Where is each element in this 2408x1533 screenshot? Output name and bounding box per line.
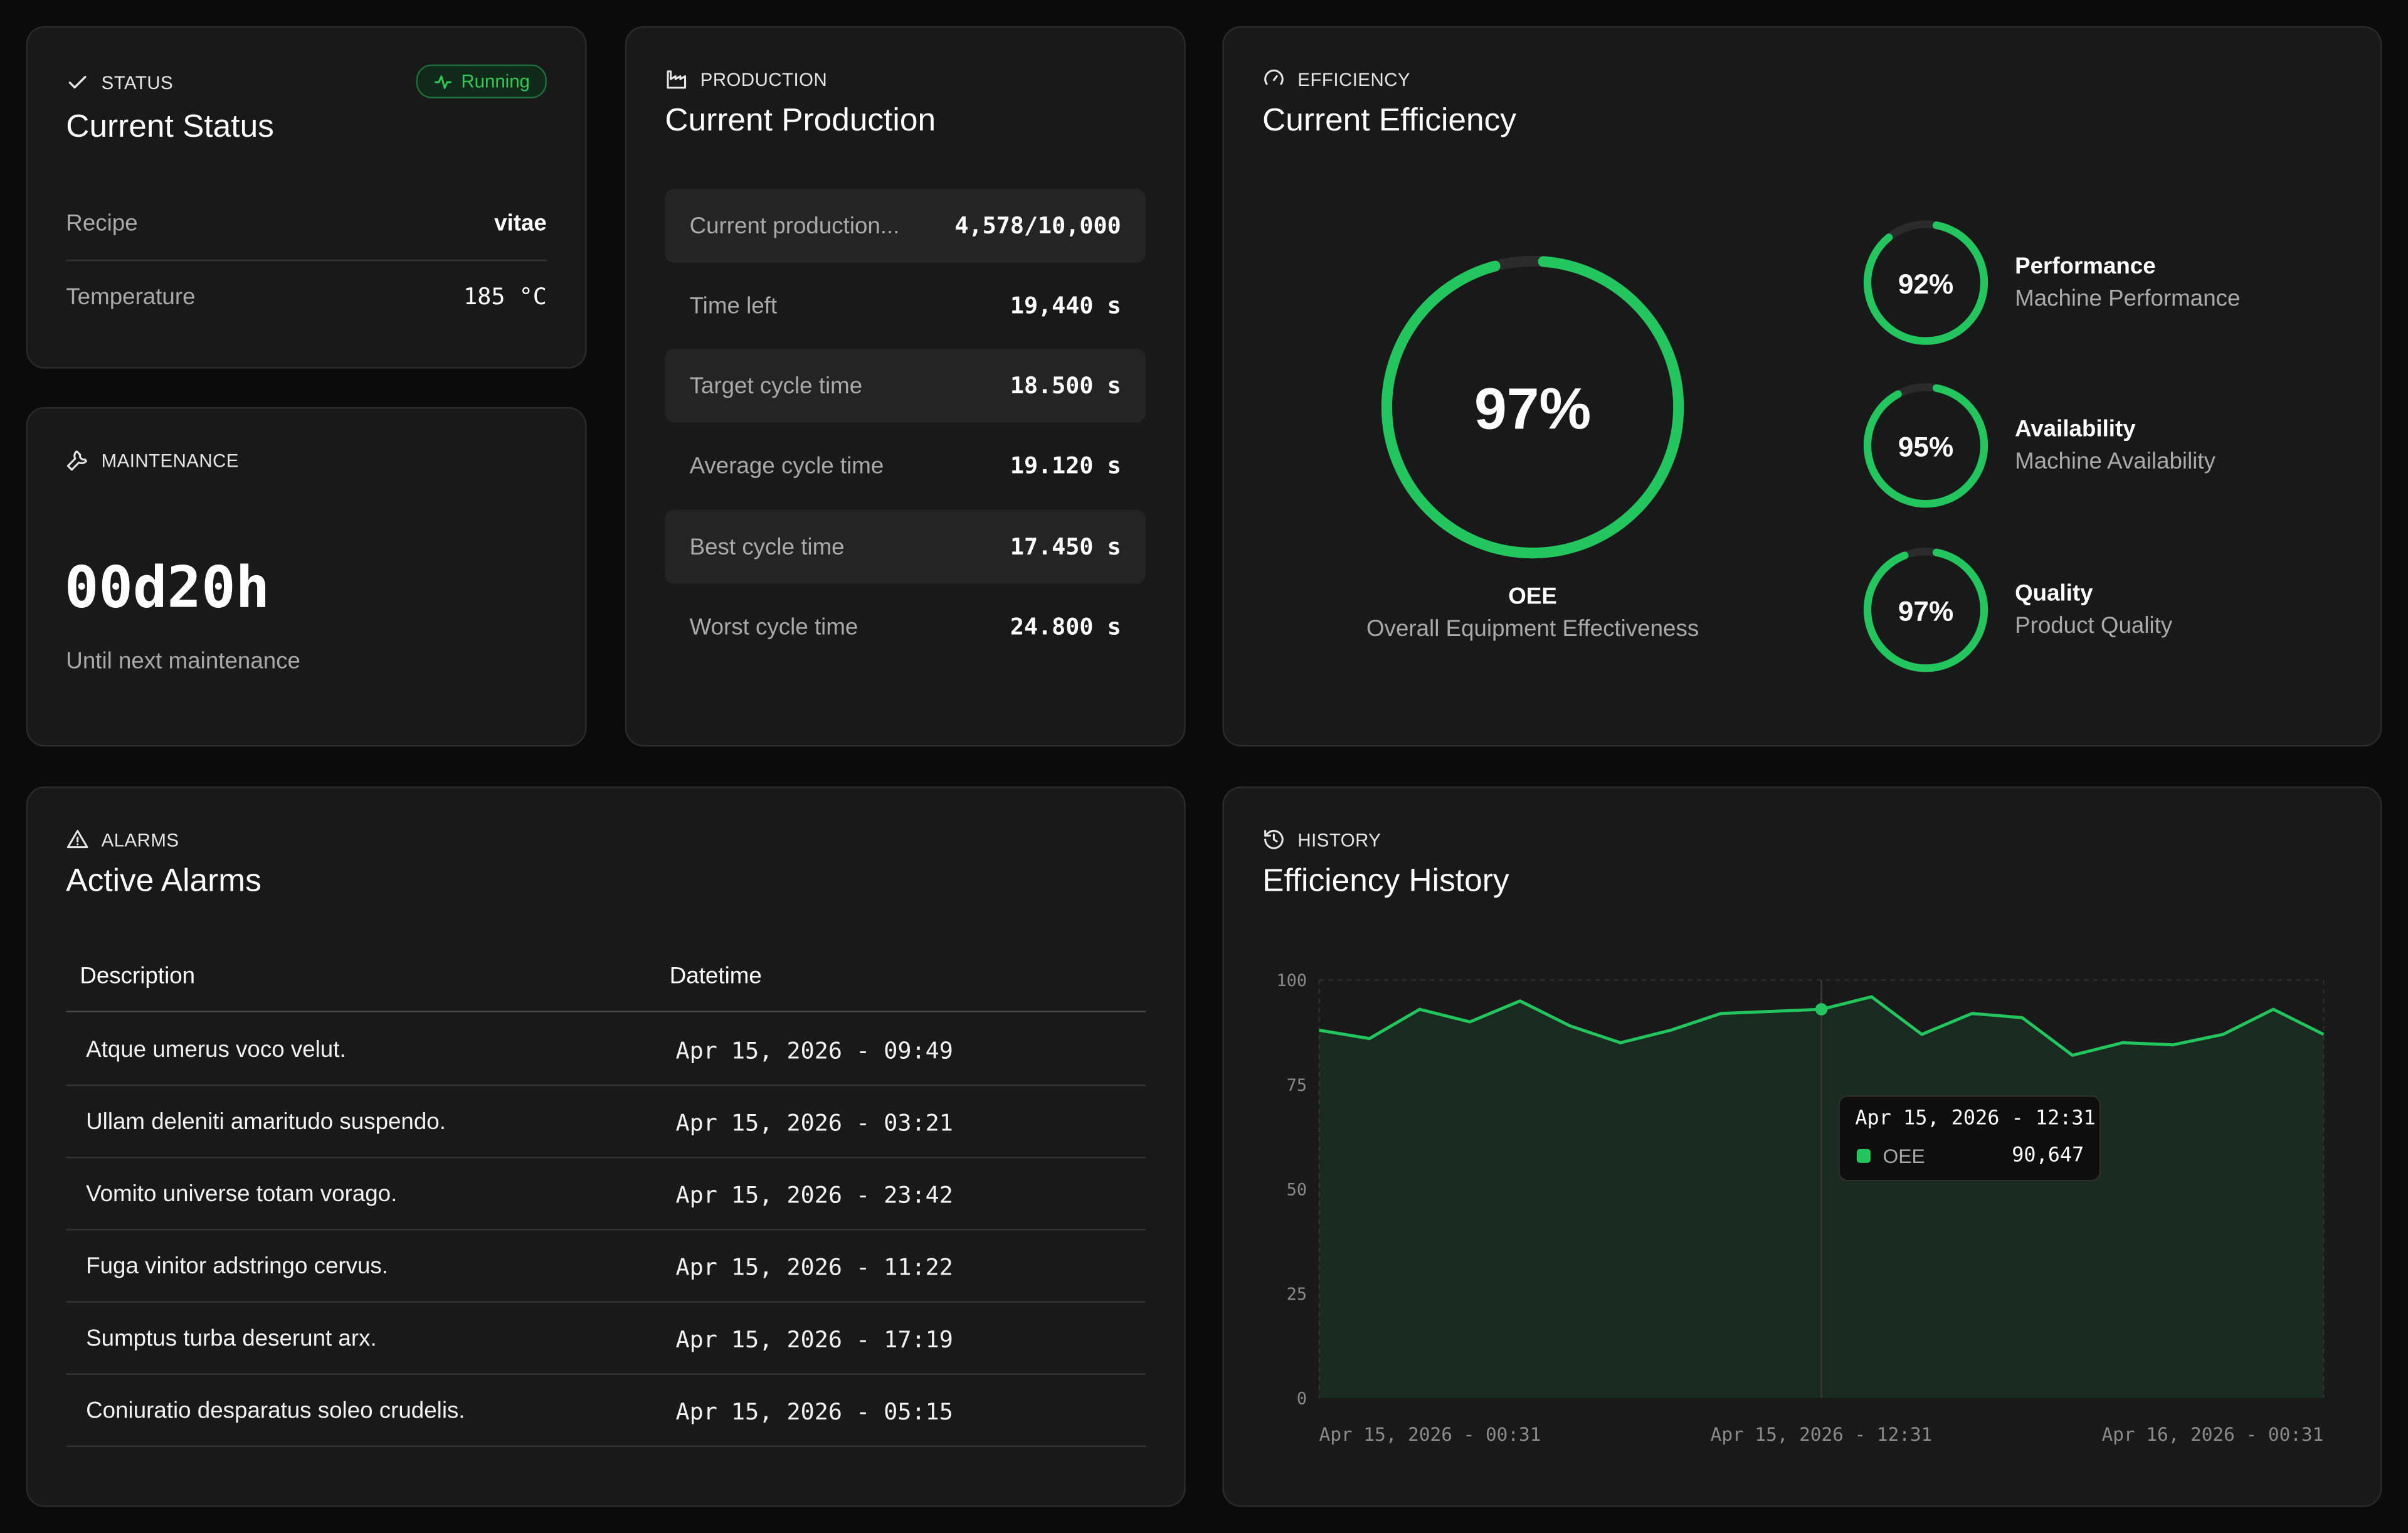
hover-point — [1815, 1003, 1828, 1016]
alarms-title: Active Alarms — [66, 863, 261, 899]
efficiency-title: Current Efficiency — [1262, 103, 1517, 139]
alarms-card: ALARMS Active Alarms Description Datetim… — [26, 786, 1186, 1507]
performance-label: Performance — [2015, 253, 2156, 280]
factory-icon — [667, 70, 687, 89]
check-icon — [68, 75, 87, 89]
chart-tooltip: Apr 15, 2026 - 12:31 OEE 90,647 — [1838, 1095, 2101, 1182]
availability-gauge-arc — [1863, 383, 1988, 508]
quality-value: 97% — [1898, 596, 1953, 627]
tooltip-series: OEE — [1883, 1144, 1925, 1168]
metric-performance: 92% Performance Machine Performance — [1861, 218, 2353, 347]
production-kicker: PRODUCTION — [665, 68, 827, 91]
production-row: Worst cycle time 24.800 s — [689, 613, 1121, 641]
tooltip-date: Apr 15, 2026 - 12:31 — [1855, 1107, 2096, 1131]
availability-value: 95% — [1898, 432, 1953, 462]
history-kicker: HISTORY — [1262, 828, 1381, 851]
y-tick-label: 25 — [1287, 1285, 1307, 1304]
table-row[interactable]: Vomito universe totam vorago. Apr 15, 202… — [66, 1157, 1146, 1231]
recipe-row: Recipe vitae — [66, 210, 547, 237]
maintenance-kicker: MAINTENANCE — [66, 448, 239, 472]
maintenance-countdown: 00d20h — [64, 554, 270, 621]
x-tick-label: Apr 16, 2026 - 00:31 — [2102, 1424, 2324, 1445]
table-row[interactable]: Fuga vinitor adstringo cervus. Apr 15, 20… — [66, 1229, 1146, 1303]
y-tick-label: 100 — [1276, 971, 1307, 990]
efficiency-kicker: EFFICIENCY — [1262, 68, 1410, 91]
production-card: PRODUCTION Current Production Current pr… — [625, 26, 1186, 747]
availability-label: Availability — [2015, 416, 2136, 443]
oee-sublabel: Overall Equipment Effectiveness — [1366, 616, 1699, 642]
production-row: Current production... 4,578/10,000 — [665, 189, 1146, 263]
activity-icon — [435, 75, 452, 88]
metric-quality: 97% Quality Product Quality — [1861, 545, 2353, 674]
oee-gauge: 97% — [1381, 255, 1684, 559]
table-row[interactable]: Ullam deleniti amaritudo suspendo. Apr 15… — [66, 1085, 1146, 1159]
efficiency-card: EFFICIENCY Current Efficiency 97% OEE Ov… — [1222, 26, 2382, 747]
alarms-kicker: ALARMS — [66, 828, 179, 851]
performance-gauge: 92% — [1863, 220, 1988, 345]
performance-sublabel: Machine Performance — [2015, 285, 2241, 312]
table-row[interactable]: Coniuratio desparatus soleo crudelis. Apr… — [66, 1373, 1146, 1447]
column-header-description[interactable]: Description — [80, 963, 196, 990]
maintenance-card: MAINTENANCE 00d20h Until next maintenanc… — [26, 406, 587, 747]
production-row: Time left 19,440 s — [689, 292, 1121, 320]
warning-icon — [66, 830, 88, 849]
maintenance-caption: Until next maintenance — [66, 648, 301, 675]
performance-gauge-arc — [1863, 220, 1988, 345]
status-title: Current Status — [66, 109, 274, 145]
history-title: Efficiency History — [1262, 863, 1509, 899]
x-tick-label: Apr 15, 2026 - 12:31 — [1711, 1424, 1933, 1445]
quality-label: Quality — [2015, 580, 2093, 607]
oee-label: OEE — [1508, 583, 1557, 610]
performance-value: 92% — [1898, 269, 1953, 300]
metric-availability: 95% Availability Machine Availability — [1861, 381, 2353, 510]
table-header-divider — [66, 1011, 1146, 1012]
quality-gauge-arc — [1863, 548, 1988, 672]
quality-gauge: 97% — [1863, 548, 1988, 672]
status-card: STATUS Running Current Status Recipe vit… — [26, 26, 587, 369]
y-tick-label: 50 — [1287, 1180, 1307, 1199]
tooltip-swatch — [1856, 1148, 1871, 1163]
y-tick-label: 0 — [1297, 1389, 1307, 1408]
x-tick-label: Apr 15, 2026 - 00:31 — [1319, 1424, 1541, 1445]
efficiency-history-chart[interactable]: 0 25 50 75 100 Apr 15, 2026 - 00:31 Apr 15, 20… — [1224, 788, 2384, 1509]
divider — [66, 259, 547, 262]
column-header-datetime[interactable]: Datetime — [669, 963, 762, 990]
quality-sublabel: Product Quality — [2015, 613, 2173, 639]
status-badge: Running — [416, 64, 547, 98]
production-row: Average cycle time 19.120 s — [689, 452, 1121, 480]
availability-sublabel: Machine Availability — [2015, 448, 2216, 475]
temperature-row: Temperature 185 °C — [66, 282, 547, 310]
history-card: HISTORY Efficiency History 0 25 50 75 100 Apr… — [1222, 786, 2384, 1509]
oee-gauge-arc — [1381, 255, 1684, 559]
production-title: Current Production — [665, 103, 936, 139]
tooltip-value: 90,647 — [2012, 1144, 2084, 1168]
availability-gauge: 95% — [1863, 383, 1988, 508]
production-row: Best cycle time 17.450 s — [665, 510, 1146, 584]
gauge-icon — [1264, 69, 1284, 85]
table-row[interactable]: Sumptus turba deserunt arx. Apr 15, 2026 … — [66, 1301, 1146, 1375]
table-row[interactable]: Atque umerus voco velut. Apr 15, 2026 - 0… — [66, 1012, 1146, 1086]
history-icon — [1264, 830, 1284, 849]
oee-value: 97% — [1474, 376, 1591, 441]
production-row: Target cycle time 18.500 s — [665, 348, 1146, 423]
wrench-icon — [66, 450, 87, 471]
status-kicker: STATUS — [66, 71, 173, 94]
y-tick-label: 75 — [1287, 1076, 1307, 1095]
